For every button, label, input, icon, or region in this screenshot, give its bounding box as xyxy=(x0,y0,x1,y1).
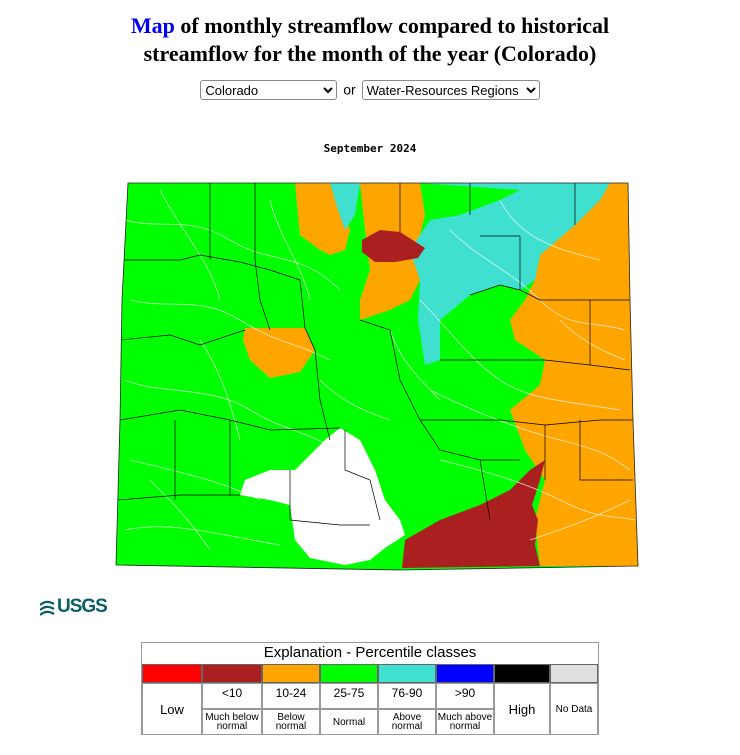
legend-code-normal: 25-75 xyxy=(320,683,378,709)
basin-boundaries xyxy=(117,183,633,526)
legend-swatch-above xyxy=(378,664,436,683)
legend-code-much-below: <10 xyxy=(202,683,262,709)
legend-code-below: 10-24 xyxy=(262,683,320,709)
legend-desc-normal: Normal xyxy=(320,709,378,735)
title-line-1: of monthly streamflow compared to histor… xyxy=(174,13,610,38)
usgs-logo[interactable]: USGS xyxy=(57,596,108,617)
region-select[interactable]: Water-Resources Regions xyxy=(361,80,540,100)
legend-desc-much-above: Much above normal xyxy=(436,709,494,735)
legend-swatch-below xyxy=(262,664,320,683)
or-connector: or xyxy=(343,81,356,98)
legend-swatch-low xyxy=(142,664,202,683)
legend-swatch-no-data xyxy=(550,664,598,683)
legend-code-above: 76-90 xyxy=(378,683,436,709)
above-normal-region-north xyxy=(330,183,360,230)
legend-title: Explanation - Percentile classes xyxy=(263,644,477,661)
usgs-wave-icon xyxy=(40,600,55,616)
legend-desc-much-below: Much below normal xyxy=(202,709,262,735)
legend-label-no-data: No Data xyxy=(550,683,598,735)
state-outline xyxy=(115,182,639,571)
colorado-streamflow-map[interactable] xyxy=(0,0,740,640)
legend-label-low: Low xyxy=(142,683,202,735)
map-title-link[interactable]: Map xyxy=(130,13,175,38)
much-below-normal-region-southeast xyxy=(402,460,545,568)
legend-code-much-above: >90 xyxy=(436,683,494,709)
page-title: Map of monthly streamflow compared to hi… xyxy=(0,12,740,68)
legend-desc-below: Below normal xyxy=(262,709,320,735)
legend-desc-above: Above normal xyxy=(378,709,436,735)
legend-swatch-much-above xyxy=(436,664,494,683)
legend-swatch-much-below xyxy=(202,664,262,683)
above-normal-region-northeast xyxy=(410,183,610,365)
title-line-2: streamflow for the month of the year (Co… xyxy=(143,41,597,66)
below-normal-region-west-central xyxy=(243,328,315,378)
selector-bar: Colorado or Water-Resources Regions xyxy=(0,80,740,100)
much-below-normal-region-north xyxy=(362,230,425,262)
state-select[interactable]: Colorado xyxy=(200,80,338,100)
legend-label-high: High xyxy=(494,683,550,735)
legend-swatch-high xyxy=(494,664,550,683)
legend-box: Explanation - Percentile classes Low <10… xyxy=(141,642,599,735)
no-data-region-southwest xyxy=(240,428,405,565)
map-date-label: September 2024 xyxy=(323,142,417,155)
legend-swatch-normal xyxy=(320,664,378,683)
